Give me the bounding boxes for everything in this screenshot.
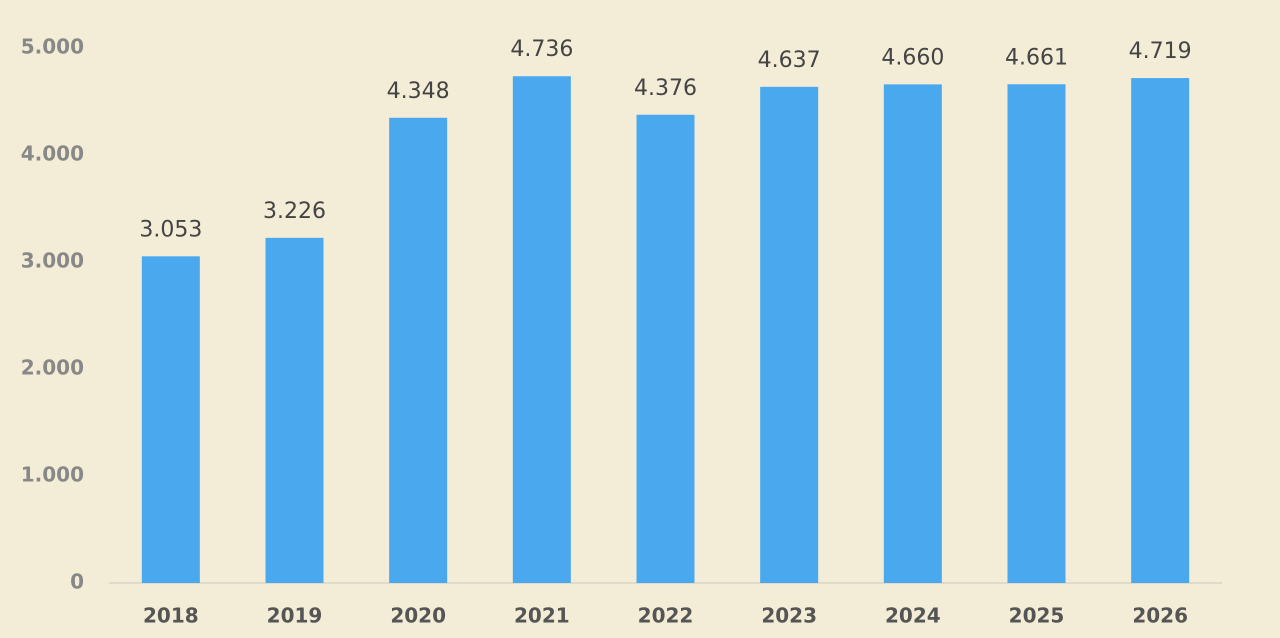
value-label: 4.637 (758, 48, 821, 73)
x-tick-label: 2022 (638, 604, 694, 628)
bar (1007, 84, 1066, 583)
x-tick-label: 2026 (1132, 604, 1188, 628)
bar (636, 114, 695, 583)
y-tick-label: 3.000 (21, 249, 84, 273)
value-label: 4.660 (881, 45, 944, 70)
y-tick-label: 5.000 (21, 35, 84, 59)
value-label: 4.376 (634, 76, 697, 101)
value-label: 3.053 (139, 217, 202, 242)
y-tick-label: 4.000 (21, 142, 84, 166)
y-tick-label: 1.000 (21, 463, 84, 487)
x-tick-label: 2021 (514, 604, 570, 628)
value-label: 4.348 (387, 79, 450, 104)
x-tick-label: 2023 (761, 604, 817, 628)
value-label: 3.226 (263, 199, 326, 224)
value-label: 4.719 (1129, 39, 1192, 64)
value-label: 4.736 (510, 37, 573, 62)
bar (760, 86, 819, 583)
x-tick-label: 2024 (885, 604, 941, 628)
y-tick-label: 2.000 (21, 356, 84, 380)
bar (265, 237, 324, 583)
x-tick-label: 2018 (143, 604, 199, 628)
bar (512, 76, 571, 584)
bar (141, 256, 200, 583)
value-label: 4.661 (1005, 45, 1068, 70)
bar (1131, 78, 1190, 583)
x-tick-label: 2020 (390, 604, 446, 628)
y-tick-label: 0 (70, 570, 84, 594)
x-tick-label: 2025 (1009, 604, 1065, 628)
x-tick-label: 2019 (267, 604, 323, 628)
bar (883, 84, 942, 583)
bar (389, 117, 448, 583)
